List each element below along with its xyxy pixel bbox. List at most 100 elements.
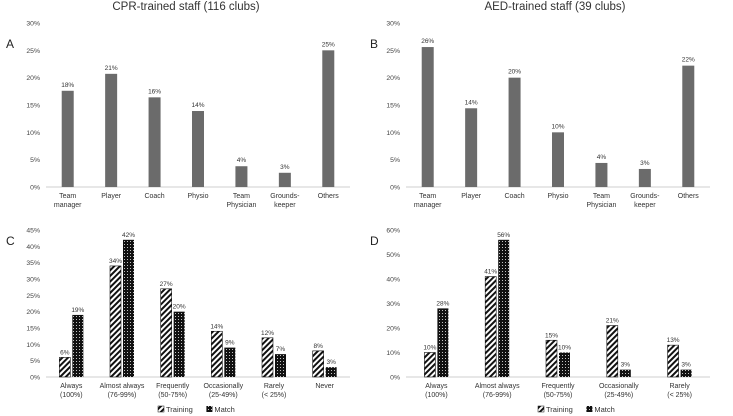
x-category-label-d: Frequently (541, 383, 575, 390)
bar-c-match-1 (72, 314, 84, 377)
y-tick-label-c: 40% (26, 244, 40, 251)
x-category-label-b: keeper (634, 202, 656, 209)
y-tick-label-c: 10% (26, 342, 40, 349)
data-label-c-training-6: 8% (313, 343, 323, 350)
bar-c-training-3 (160, 288, 172, 378)
x-category-label-c: Always (60, 383, 83, 390)
x-category-label-b: Team (593, 193, 610, 200)
bar-d-training-2 (484, 276, 497, 378)
y-tick-label-a: 0% (30, 185, 40, 192)
x-category-label-d: Rarely (669, 383, 690, 390)
y-tick-label-c: 5% (30, 358, 40, 365)
y-tick-label-d: 40% (386, 277, 400, 284)
data-label-d-training-4: 21% (606, 318, 619, 325)
bar-c-training-6 (312, 350, 324, 378)
x-category-label-a: Team (59, 193, 76, 200)
y-tick-label-c: 45% (26, 228, 40, 235)
x-category-label-b: Player (461, 193, 482, 200)
bar-a-1 (61, 90, 74, 187)
data-label-b-3: 20% (508, 69, 521, 76)
x-category-label-b: Physio (547, 193, 568, 200)
bar-b-5 (595, 162, 608, 187)
data-label-a-3: 16% (148, 88, 161, 95)
panel-label-c: C (6, 234, 15, 248)
data-label-b-2: 14% (465, 99, 478, 106)
x-category-label-d: Always (425, 383, 448, 390)
chart-title-b: AED-trained staff (39 clubs) (484, 1, 625, 13)
y-tick-label-b: 10% (386, 130, 400, 137)
bar-d-match-4 (619, 369, 631, 377)
bar-c-match-3 (173, 311, 185, 377)
x-category-label-a: Player (101, 193, 122, 200)
bar-c-training-5 (261, 337, 274, 378)
bar-b-4 (552, 132, 564, 187)
y-tick-label-d: 20% (386, 326, 400, 333)
data-label-b-1: 26% (421, 38, 434, 45)
data-label-a-6: 3% (280, 164, 290, 171)
x-category-label-c: Never (315, 383, 334, 390)
x-category-label-b: Physician (586, 202, 616, 209)
data-label-c-match-4: 9% (225, 340, 235, 347)
bar-c-training-4 (211, 330, 223, 378)
data-label-c-training-5: 12% (261, 330, 274, 337)
bar-d-training-1 (424, 352, 436, 378)
x-category-label-b: Grounds- (630, 193, 660, 200)
x-category-label-c: (100%) (60, 392, 83, 399)
x-category-label-c: Rarely (264, 383, 285, 390)
y-tick-label-a: 25% (26, 48, 40, 55)
data-label-d-match-5: 3% (681, 362, 691, 369)
y-tick-label-b: 20% (386, 75, 400, 82)
data-label-b-5: 4% (597, 154, 607, 161)
y-tick-label-b: 0% (390, 185, 400, 192)
bar-b-2 (465, 108, 478, 187)
data-label-b-4: 10% (551, 123, 564, 130)
x-category-label-c: (50-75%) (158, 392, 187, 399)
y-tick-label-d: 50% (386, 252, 400, 259)
y-tick-label-c: 0% (30, 375, 40, 382)
panel-label-b: B (370, 37, 378, 51)
chart-title-a: CPR-trained staff (116 clubs) (112, 1, 259, 13)
bar-b-6 (638, 168, 651, 187)
x-category-label-c: (25-49%) (209, 392, 238, 399)
x-category-label-d: Occasionally (599, 383, 639, 390)
bar-c-match-2 (123, 239, 134, 377)
bar-d-training-4 (606, 325, 619, 378)
y-tick-label-a: 5% (30, 157, 40, 164)
x-category-label-d: (100%) (425, 392, 448, 399)
data-label-c-match-1: 19% (71, 307, 84, 314)
bar-b-7 (682, 65, 695, 187)
bar-a-3 (148, 97, 161, 187)
bar-d-match-2 (498, 239, 510, 377)
y-tick-label-c: 30% (26, 277, 40, 284)
data-label-a-1: 18% (61, 82, 74, 89)
x-category-label-a: Others (318, 193, 340, 200)
legend-label-d-match: Match (594, 405, 614, 414)
legend-swatch-d-training (537, 405, 545, 413)
bar-d-match-5 (680, 369, 692, 377)
x-category-label-a: Grounds- (270, 193, 300, 200)
x-category-label-a: Physio (187, 193, 208, 200)
data-label-b-6: 3% (640, 160, 650, 167)
data-label-d-training-1: 10% (423, 345, 436, 352)
data-label-c-training-4: 14% (210, 323, 223, 330)
legend-label-c-match: Match (214, 405, 234, 414)
bar-c-match-5 (275, 354, 286, 377)
data-label-c-match-2: 42% (122, 232, 135, 239)
y-tick-label-b: 25% (386, 48, 400, 55)
bar-a-7 (322, 50, 335, 188)
y-tick-label-c: 15% (26, 326, 40, 333)
bar-c-match-4 (224, 347, 236, 377)
legend-label-c-training: Training (166, 405, 193, 414)
bar-a-6 (278, 172, 291, 187)
bar-c-training-1 (59, 357, 71, 378)
bar-a-5 (235, 166, 248, 187)
data-label-d-training-5: 13% (667, 337, 680, 344)
x-category-label-d: Almost always (475, 383, 520, 390)
x-category-label-d: (25-49%) (604, 392, 633, 399)
x-category-label-c: (76-99%) (108, 392, 137, 399)
y-tick-label-d: 60% (386, 228, 400, 235)
data-label-c-match-5: 7% (276, 346, 286, 353)
x-category-label-c: Frequently (156, 383, 190, 390)
data-label-c-training-2: 34% (109, 258, 122, 265)
